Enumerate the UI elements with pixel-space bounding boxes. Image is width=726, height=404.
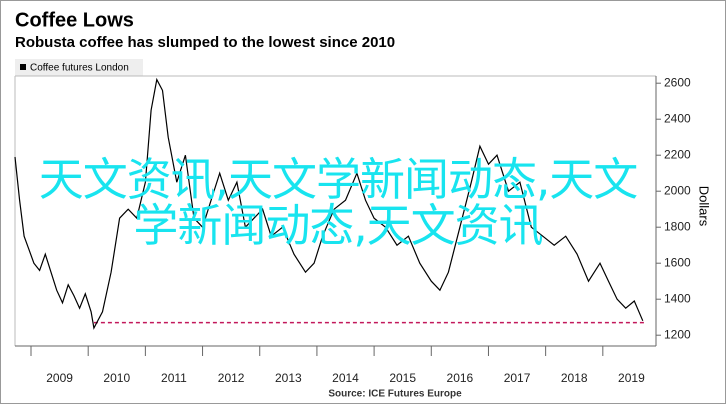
legend-box — [15, 59, 143, 76]
x-tick-label: 2014 — [332, 371, 359, 385]
x-tick-label: 2011 — [161, 371, 187, 385]
watermark: 天文资讯,天文学新闻动态,天文学新闻动态,天文资讯 — [38, 153, 639, 252]
x-tick-label: 2013 — [275, 371, 302, 385]
chart-subtitle: Robusta coffee has slumped to the lowest… — [15, 34, 395, 51]
y-tick-label: 2400 — [664, 111, 691, 125]
legend-swatch — [20, 64, 26, 70]
x-tick-label: 2010 — [103, 371, 130, 385]
y-tick-label: 1400 — [664, 291, 691, 305]
x-tick-label: 2009 — [46, 371, 73, 385]
x-tick-label: 2015 — [389, 371, 416, 385]
x-tick-label: 2016 — [447, 371, 474, 385]
y-tick-label: 1200 — [664, 327, 691, 341]
line-series — [14, 77, 644, 330]
x-tick-label: 2012 — [218, 371, 245, 385]
x-tick-label: 2018 — [561, 371, 588, 385]
y-axis-label: Dollars — [697, 186, 712, 227]
y-tick-label: 2200 — [664, 147, 691, 161]
x-tick-label: 2017 — [504, 371, 531, 385]
y-tick-label: 2000 — [664, 183, 691, 197]
x-tick-label: 2019 — [618, 371, 645, 385]
source: Source: ICE Futures Europe — [328, 389, 462, 400]
chart-title: Coffee Lows — [15, 9, 134, 31]
legend-label: Coffee futures London — [30, 63, 129, 74]
y-tick-label: 1800 — [664, 219, 691, 233]
y-tick-label: 1600 — [664, 255, 691, 269]
y-tick-label: 2600 — [664, 75, 691, 89]
